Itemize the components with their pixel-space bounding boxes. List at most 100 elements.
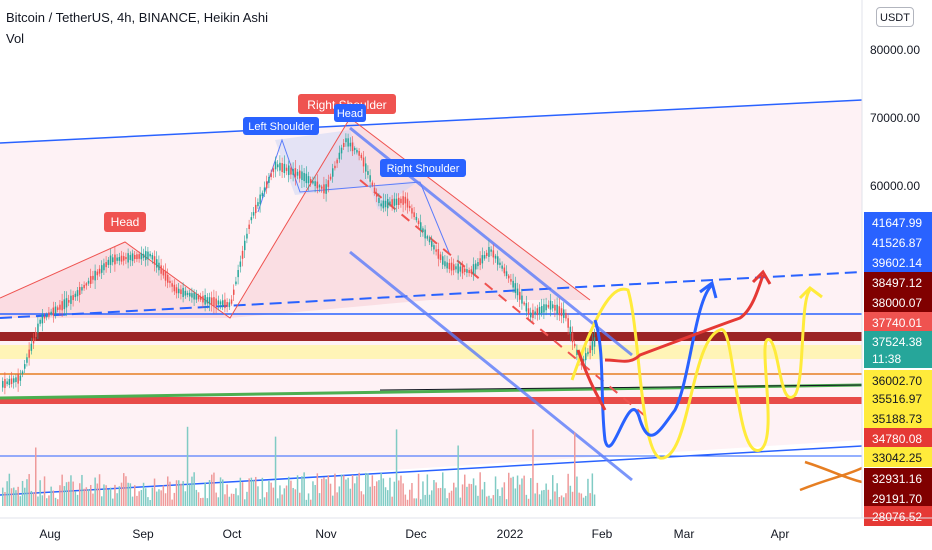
annotation-head-left[interactable]: Head xyxy=(104,212,146,232)
candle-body xyxy=(420,222,422,231)
volume-bar xyxy=(252,480,255,506)
candle-body xyxy=(468,270,470,274)
candle-body xyxy=(261,192,264,197)
volume-bar xyxy=(94,477,96,506)
volume-bar xyxy=(477,495,479,506)
candle-body xyxy=(131,253,134,262)
volume-bar xyxy=(323,477,325,506)
candle-body xyxy=(417,220,420,225)
candle-body xyxy=(268,176,270,183)
candle-body xyxy=(472,264,475,274)
volume-bar xyxy=(549,499,552,506)
volume-bar xyxy=(569,485,572,506)
candle-body xyxy=(536,308,539,316)
volume-bar xyxy=(277,498,279,506)
volume-bar xyxy=(481,489,484,506)
candle-body xyxy=(358,151,360,156)
volume-bar xyxy=(156,491,158,506)
volume-bar xyxy=(444,488,446,506)
candle-body xyxy=(263,187,266,192)
volume-bar xyxy=(536,482,539,506)
candle-body xyxy=(120,255,123,262)
candle-body xyxy=(226,302,228,307)
candle-body xyxy=(426,236,429,239)
volume-bar xyxy=(184,491,187,506)
volume-bar xyxy=(74,491,77,506)
symbol-title: Bitcoin / TetherUS, 4h, BINANCE, Heikin … xyxy=(6,10,269,25)
candle-body xyxy=(580,362,583,366)
candle-body xyxy=(563,309,565,318)
volume-bar xyxy=(505,499,508,506)
hs-outline-blue xyxy=(257,138,451,256)
price-label: 38000.07 xyxy=(872,296,922,310)
candle-body xyxy=(593,337,596,347)
candle-body xyxy=(206,297,209,304)
candle-body xyxy=(343,143,345,147)
candle-body xyxy=(24,364,26,369)
candle-body xyxy=(492,250,495,258)
volume-bar xyxy=(367,473,369,506)
annotation-left-shoulder[interactable]: Left Shoulder xyxy=(243,117,319,135)
price-label-bg xyxy=(864,331,932,351)
candle-body xyxy=(288,165,290,175)
volume-bar xyxy=(70,475,72,506)
candle-body xyxy=(90,276,92,284)
candle-body xyxy=(356,149,358,153)
volume-bar xyxy=(316,473,319,506)
volume-bar xyxy=(523,475,525,506)
annotation-right-shoulder-blue[interactable]: Right Shoulder xyxy=(380,159,466,177)
volume-bar xyxy=(131,496,134,506)
volume-bar xyxy=(437,488,440,506)
y-tick-label: 70000.00 xyxy=(870,111,920,125)
volume-bar xyxy=(259,499,261,506)
volume-bar xyxy=(318,493,321,506)
candle-body xyxy=(329,176,332,180)
volume-bar xyxy=(127,482,129,506)
volume-bar xyxy=(314,484,316,506)
price-label-bg xyxy=(864,252,932,272)
volume-bar xyxy=(195,489,198,506)
volume-bar xyxy=(336,492,338,506)
candle-body xyxy=(424,229,426,239)
candle-body xyxy=(116,257,118,261)
volume-bar xyxy=(191,476,193,506)
volume-bar xyxy=(142,482,145,506)
volume-bar xyxy=(479,472,481,506)
forecast-yellow-arrow xyxy=(798,286,823,300)
volume-bar xyxy=(591,473,594,506)
candle-body xyxy=(114,254,116,265)
volume-bar xyxy=(395,429,398,506)
volume-bar xyxy=(431,490,433,506)
candle-body xyxy=(327,180,330,187)
price-label-bg xyxy=(864,312,932,332)
volume-bar xyxy=(552,475,554,506)
price-label-bg xyxy=(864,388,932,408)
volume-bar xyxy=(587,478,589,506)
volume-bar xyxy=(402,483,404,506)
candle-body xyxy=(314,181,316,187)
forecast-blue xyxy=(593,283,714,448)
volume-bar xyxy=(556,483,558,506)
volume-bar xyxy=(310,499,312,506)
candle-body xyxy=(393,198,396,206)
volume-bar xyxy=(178,480,180,506)
candle-body xyxy=(219,301,222,305)
volume-bar xyxy=(239,477,242,506)
candle-body xyxy=(105,262,107,268)
candle-body xyxy=(50,311,52,315)
candle-body xyxy=(180,289,182,295)
volume-bar xyxy=(475,485,477,506)
volume-bar xyxy=(129,483,132,506)
volume-bar xyxy=(10,488,13,506)
currency-button[interactable]: USDT xyxy=(876,7,914,27)
candle-body xyxy=(224,299,226,309)
candle-body xyxy=(158,262,160,271)
candle-body xyxy=(235,281,237,285)
zone-red xyxy=(0,397,862,404)
volume-bar xyxy=(519,484,521,506)
volume-bar xyxy=(424,494,426,506)
y-tick-label: 80000.00 xyxy=(870,43,920,57)
annotation-head-blue[interactable]: Head xyxy=(334,104,366,122)
candle-body xyxy=(406,198,409,208)
